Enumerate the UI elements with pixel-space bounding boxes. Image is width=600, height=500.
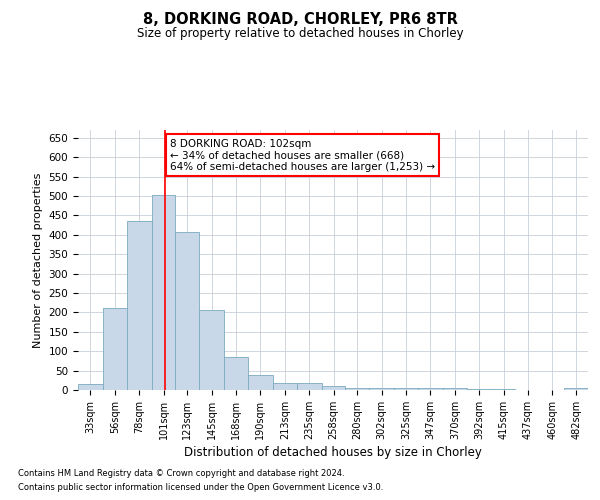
- Bar: [369, 388, 394, 390]
- Bar: [467, 389, 491, 390]
- Bar: [394, 388, 418, 390]
- Text: Contains HM Land Registry data © Crown copyright and database right 2024.: Contains HM Land Registry data © Crown c…: [18, 468, 344, 477]
- Text: Contains public sector information licensed under the Open Government Licence v3: Contains public sector information licen…: [18, 484, 383, 492]
- X-axis label: Distribution of detached houses by size in Chorley: Distribution of detached houses by size …: [184, 446, 482, 459]
- Text: Size of property relative to detached houses in Chorley: Size of property relative to detached ho…: [137, 28, 463, 40]
- Bar: [346, 388, 369, 390]
- Bar: [443, 388, 467, 390]
- Bar: [491, 389, 515, 390]
- Text: 8, DORKING ROAD, CHORLEY, PR6 8TR: 8, DORKING ROAD, CHORLEY, PR6 8TR: [143, 12, 457, 28]
- Y-axis label: Number of detached properties: Number of detached properties: [33, 172, 43, 348]
- Text: 8 DORKING ROAD: 102sqm
← 34% of detached houses are smaller (668)
64% of semi-de: 8 DORKING ROAD: 102sqm ← 34% of detached…: [170, 138, 435, 172]
- Bar: [103, 308, 127, 390]
- Bar: [248, 376, 273, 390]
- Bar: [152, 195, 175, 390]
- Bar: [199, 310, 224, 390]
- Bar: [322, 386, 346, 390]
- Bar: [78, 384, 103, 390]
- Bar: [297, 383, 322, 390]
- Bar: [175, 232, 199, 390]
- Bar: [273, 383, 297, 390]
- Bar: [127, 221, 152, 390]
- Bar: [224, 357, 248, 390]
- Bar: [564, 388, 588, 390]
- Bar: [418, 388, 443, 390]
